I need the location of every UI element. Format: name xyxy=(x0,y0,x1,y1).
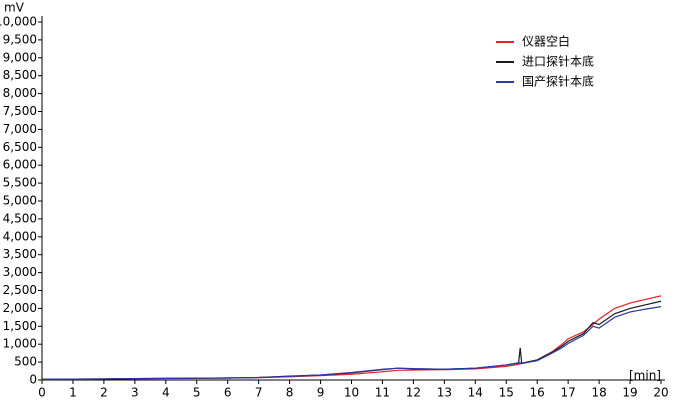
y-tick-label: 0 xyxy=(29,373,37,387)
y-tick-label: 7,000 xyxy=(3,122,37,136)
x-tick-label: 3 xyxy=(131,386,139,400)
y-tick-label: 8,500 xyxy=(3,68,37,82)
y-tick-label: 1,500 xyxy=(3,319,37,333)
x-tick-label: 7 xyxy=(255,386,263,400)
x-axis-label: [min] xyxy=(629,369,661,383)
x-tick-label: 2 xyxy=(100,386,108,400)
x-tick-label: 8 xyxy=(286,386,294,400)
x-tick-label: 20 xyxy=(653,386,668,400)
y-tick-label: 500 xyxy=(14,355,37,369)
y-tick-label: 7,500 xyxy=(3,104,37,118)
x-tick-label: 1 xyxy=(69,386,77,400)
series-line xyxy=(41,306,662,380)
x-tick-label: 0 xyxy=(38,386,46,400)
y-tick-label: 4,000 xyxy=(3,229,37,243)
x-tick-label: 5 xyxy=(193,386,201,400)
y-tick-label: 8,000 xyxy=(3,86,37,100)
y-tick-label: 3,500 xyxy=(3,247,37,261)
y-tick-label: 1,000 xyxy=(3,337,37,351)
y-tick-label: 2,500 xyxy=(3,283,37,297)
x-tick-label: 17 xyxy=(561,386,576,400)
y-tick-label: 9,000 xyxy=(3,50,37,64)
y-tick-label: 9,500 xyxy=(3,32,37,46)
x-tick-label: 16 xyxy=(530,386,545,400)
y-tick-label: 6,000 xyxy=(3,158,37,172)
x-tick-label: 19 xyxy=(622,386,637,400)
legend-label: 进口探针本底 xyxy=(522,54,594,69)
x-tick-label: 15 xyxy=(499,386,514,400)
x-tick-label: 12 xyxy=(406,386,421,400)
y-tick-label: 10,000 xyxy=(0,15,37,29)
x-tick-label: 13 xyxy=(437,386,452,400)
x-tick-label: 14 xyxy=(468,386,483,400)
legend-label: 仪器空白 xyxy=(522,34,570,49)
y-axis-label: mV xyxy=(4,1,25,15)
y-tick-label: 6,500 xyxy=(3,140,37,154)
legend-label: 国产探针本底 xyxy=(522,74,594,89)
y-tick-label: 4,500 xyxy=(3,211,37,225)
x-tick-label: 18 xyxy=(591,386,606,400)
x-tick-label: 11 xyxy=(375,386,390,400)
x-tick-label: 6 xyxy=(224,386,232,400)
y-tick-label: 3,000 xyxy=(3,265,37,279)
series-line xyxy=(41,300,662,380)
y-tick-label: 5,000 xyxy=(3,194,37,208)
x-tick-label: 4 xyxy=(162,386,170,400)
y-tick-label: 5,500 xyxy=(3,176,37,190)
x-tick-label: 10 xyxy=(344,386,359,400)
x-tick-label: 9 xyxy=(317,386,325,400)
series-line xyxy=(41,295,662,380)
y-tick-label: 2,000 xyxy=(3,301,37,315)
